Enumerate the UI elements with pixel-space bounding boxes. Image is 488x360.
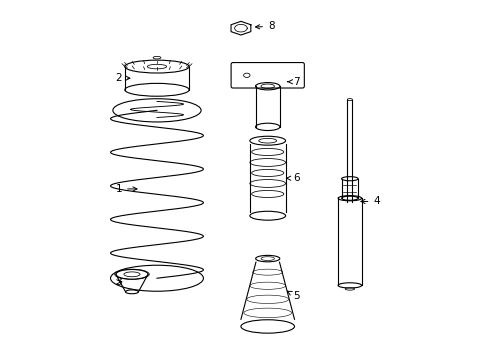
Text: 7: 7 [287, 77, 299, 87]
Text: 3: 3 [115, 277, 122, 287]
Text: 4: 4 [360, 197, 379, 206]
Text: 8: 8 [255, 21, 274, 31]
Text: 2: 2 [115, 73, 130, 83]
Text: 1: 1 [115, 184, 137, 194]
Text: 6: 6 [286, 173, 299, 183]
Text: 5: 5 [287, 291, 299, 301]
